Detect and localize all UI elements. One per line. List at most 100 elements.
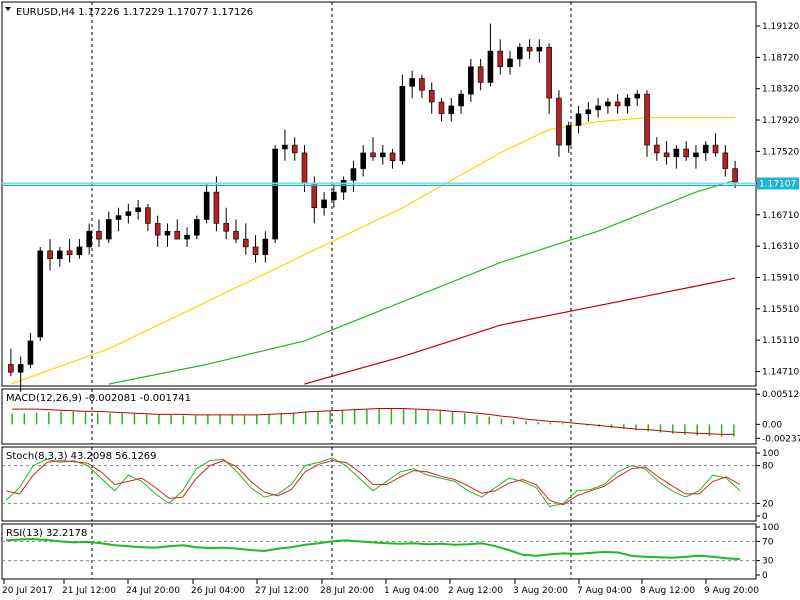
x-tick-label: 2 Aug 12:00 [448,586,503,596]
x-tick-label: 8 Aug 12:00 [640,586,695,596]
x-tick-label: 1 Aug 04:00 [384,586,439,596]
candle-body [379,152,386,158]
candle-body [154,223,161,236]
candle-body [595,105,601,111]
y-tick-label: -0.002372 [762,434,800,444]
y-tick-label: 20 [762,499,774,509]
x-tick-label: 3 Aug 20:00 [513,586,568,596]
candle-body [556,97,562,146]
candle-body [96,230,102,240]
candle-body [135,207,141,212]
candle-body [438,101,445,115]
candle-body [125,211,132,216]
y-tick-label: 1.16310 [762,242,799,252]
rsi-pane: 100 70 30 0 [2,523,779,581]
candle-body [693,152,699,158]
x-tick-label: 9 Aug 20:00 [704,586,759,596]
indicator-line [5,460,741,506]
y-tick-label: 80 [762,462,774,472]
x-tick-label: 7 Aug 04:00 [577,586,632,596]
candle-body [712,144,719,154]
candle-body [242,238,249,248]
y-tick-label: 70 [762,537,774,547]
candle-body [17,364,24,373]
candle-body [722,152,729,169]
candle-body [585,109,592,115]
y-tick-label: 1.15110 [762,336,799,346]
stoch-pane: 100 80 20 0 [2,449,779,522]
y-tick-label: 1.16710 [762,211,799,221]
candle-body [370,152,376,158]
current-price-label: 1.17107 [759,179,796,189]
candle-body [614,101,621,107]
candle-body [487,50,494,83]
candle-body [262,238,269,256]
price-pane: 1.19120 1.18720 1.18320 1.17920 1.17520 1.167… [2,2,799,579]
y-tick-label: 0.00 [762,420,782,430]
candle-body [252,246,259,256]
candle-body [321,199,327,209]
candle-body [291,144,298,154]
candle-body [565,125,572,146]
candle-body [536,46,543,52]
x-tick-label: 26 Jul 04:00 [191,586,245,596]
y-tick-label: 1.18720 [762,53,799,63]
y-tick-label: 1.19120 [762,22,799,32]
current-price-tag [757,177,799,190]
candle-body [624,97,631,107]
candle-body [644,93,650,146]
candle-body [301,152,308,185]
y-tick-label: 0 [762,571,768,581]
moving-average-line [10,117,736,385]
y-tick-label: 0.005124 [762,390,800,400]
candle-body [399,86,406,162]
y-tick-label: 30 [762,557,774,567]
main-title: EURUSD,H4 1.17226 1.17229 1.17077 1.1712… [16,7,253,18]
y-tick-label: 100 [762,523,779,533]
x-tick-label: 20 Jul 2017 [2,586,53,596]
candle-body [37,250,44,338]
y-tick-label: 1.17920 [762,116,799,126]
y-tick-label: 1.18320 [762,85,799,95]
moving-average-line [108,179,736,385]
candle-body [340,180,347,193]
macd-signal-line [12,408,734,435]
candle-body [663,152,670,158]
candle-body [634,93,641,99]
candle-body [145,207,151,224]
x-tick-label: 28 Jul 20:00 [320,586,374,596]
candle-body [389,152,396,162]
candle-body [468,66,474,95]
candle-body [546,46,552,99]
candle-body [526,46,533,52]
x-tick-label: 21 Jul 12:00 [62,586,116,596]
dropdown-triangle-icon[interactable] [5,7,11,11]
candle-body [282,144,288,150]
candle-body [311,183,318,209]
candle-body [203,191,210,220]
y-tick-label: 0 [762,512,768,522]
candle-body [184,234,190,240]
candle-body [86,230,92,248]
candle-body [66,250,73,256]
candle-body [654,144,660,154]
candle-body [8,364,14,373]
stoch-title: Stoch(8,3,3) 43.2098 56.1269 [6,451,157,462]
candle-body [223,223,229,232]
candle-body [105,219,112,240]
y-tick-label: 1.15910 [762,273,799,283]
x-tick-label: 27 Jul 12:00 [255,586,309,596]
candle-body [194,219,200,236]
candle-body [272,148,278,240]
indicator-line [5,457,741,508]
candle-body [575,113,582,126]
candle-body [673,148,680,158]
candle-body [516,46,523,60]
y-tick-label: 100 [762,449,779,459]
stoch-pane-frame [1,446,757,522]
candle-body [477,66,484,83]
candle-body [350,168,357,181]
macd-title: MACD(12,26,9) -0.002081 -0.001741 [6,393,191,404]
candle-body [174,230,181,240]
